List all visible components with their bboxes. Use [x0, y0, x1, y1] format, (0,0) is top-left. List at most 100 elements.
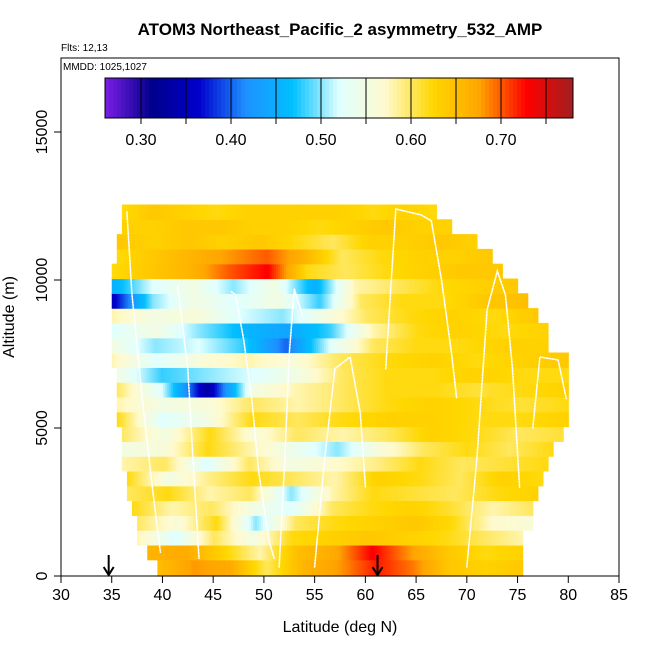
heatmap-cell	[129, 219, 133, 235]
heatmap-cell	[504, 559, 508, 577]
heatmap-cell	[345, 219, 349, 235]
heatmap-cell	[242, 411, 246, 428]
heatmap-cell	[311, 352, 315, 368]
heatmap-cell	[151, 337, 155, 354]
heatmap-cell	[258, 530, 262, 546]
heatmap-cell	[260, 500, 263, 516]
heatmap-cell	[153, 544, 156, 561]
heatmap-cell	[428, 396, 432, 413]
heatmap-cell	[173, 485, 176, 502]
heatmap-cell	[350, 544, 354, 561]
heatmap-cell	[400, 515, 404, 531]
heatmap-cell	[267, 544, 270, 561]
heatmap-cell	[476, 396, 479, 413]
heatmap-cell	[251, 515, 254, 531]
heatmap-cell	[484, 367, 487, 383]
heatmap-cell	[474, 248, 477, 265]
heatmap-cell	[162, 411, 166, 428]
heatmap-cell	[285, 352, 289, 368]
heatmap-cell	[323, 426, 327, 442]
heatmap-cell	[405, 219, 409, 235]
heatmap-cell	[421, 308, 425, 324]
heatmap-cell	[235, 426, 239, 442]
heatmap-cell	[293, 559, 296, 577]
heatmap-cell	[157, 263, 161, 280]
heatmap-cell	[437, 293, 441, 309]
heatmap-cell	[493, 308, 497, 324]
heatmap-cell	[295, 337, 299, 354]
heatmap-cell	[444, 500, 448, 516]
heatmap-cell	[410, 559, 414, 577]
heatmap-cell	[349, 219, 353, 235]
heatmap-cell	[366, 367, 370, 383]
heatmap-cell	[256, 234, 260, 250]
heatmap-cell	[357, 278, 361, 294]
heatmap-cell	[456, 234, 460, 250]
heatmap-cell	[222, 367, 226, 383]
heatmap-cell	[398, 559, 402, 577]
heatmap-cell	[543, 441, 546, 457]
heatmap-cell	[269, 293, 273, 309]
heatmap-cell	[417, 219, 421, 235]
heatmap-cell	[221, 278, 225, 294]
heatmap-cell	[460, 396, 463, 413]
heatmap-cell	[414, 559, 418, 577]
heatmap-cell	[392, 367, 396, 383]
heatmap-cell	[217, 308, 221, 324]
heatmap-cell	[429, 456, 433, 472]
heatmap-cell	[160, 500, 163, 516]
heatmap-cell	[181, 204, 185, 220]
heatmap-cell	[377, 441, 380, 457]
heatmap-cell	[404, 352, 407, 368]
heatmap-cell	[428, 234, 432, 250]
heatmap-cell	[341, 337, 345, 354]
heatmap-cell	[391, 308, 395, 324]
heatmap-cell	[288, 248, 292, 265]
heatmap-cell	[486, 500, 490, 516]
heatmap-cell	[383, 441, 386, 457]
heatmap-cell	[139, 352, 143, 368]
heatmap-cell	[320, 248, 324, 265]
heatmap-cell	[258, 367, 262, 383]
heatmap-cell	[477, 337, 481, 354]
heatmap-cell	[419, 485, 423, 502]
heatmap-cell	[475, 337, 479, 354]
heatmap-cell	[453, 485, 457, 502]
heatmap-cell	[365, 322, 369, 339]
heatmap-cell	[161, 426, 165, 442]
heatmap-cell	[376, 382, 380, 398]
heatmap-cell	[216, 382, 220, 398]
heatmap-cell	[517, 337, 521, 354]
heatmap-cell	[497, 337, 501, 354]
heatmap-cell	[501, 426, 504, 442]
heatmap-cell	[421, 219, 425, 235]
heatmap-cell	[373, 337, 377, 354]
heatmap-cell	[479, 322, 483, 339]
heatmap-cell	[175, 204, 179, 220]
heatmap-cell	[504, 352, 507, 368]
heatmap-cell	[116, 367, 120, 383]
heatmap-cell	[513, 278, 517, 294]
heatmap-cell	[512, 559, 516, 577]
heatmap-cell	[173, 441, 177, 457]
heatmap-cell	[153, 530, 156, 546]
heatmap-cell	[439, 293, 443, 309]
heatmap-cell	[425, 441, 428, 457]
heatmap-cell	[165, 278, 169, 294]
heatmap-cell	[378, 382, 382, 398]
heatmap-cell	[345, 293, 349, 309]
heatmap-cell	[337, 308, 341, 324]
heatmap-cell	[368, 470, 372, 487]
heatmap-cell	[489, 278, 493, 294]
heatmap-cell	[241, 219, 245, 235]
heatmap-cell	[195, 530, 198, 546]
heatmap-cell	[442, 396, 446, 413]
heatmap-cell	[442, 234, 446, 250]
heatmap-cell	[228, 234, 232, 250]
heatmap-cell	[391, 337, 395, 354]
heatmap-cell	[332, 263, 335, 280]
heatmap-cell	[488, 396, 491, 413]
heatmap-cell	[384, 470, 388, 487]
heatmap-cell	[236, 500, 239, 516]
heatmap-cell	[336, 530, 340, 546]
